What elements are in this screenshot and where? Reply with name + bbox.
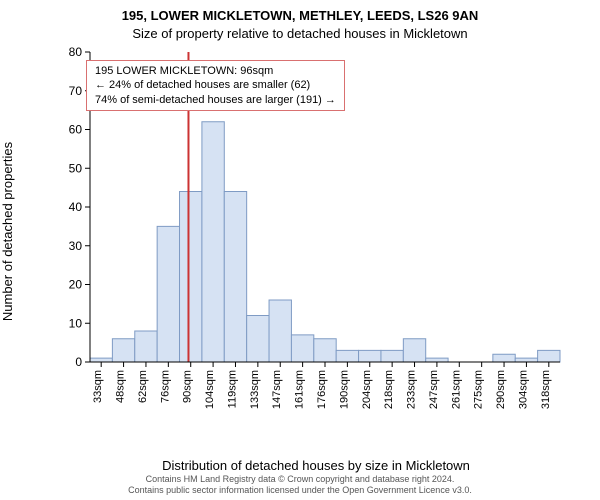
chart-container: 195, LOWER MICKLETOWN, METHLEY, LEEDS, L…: [0, 0, 600, 500]
x-tick-label: 119sqm: [226, 370, 238, 408]
histogram-bar: [269, 300, 291, 362]
x-tick-label: 304sqm: [517, 370, 529, 409]
histogram-bar: [90, 358, 112, 362]
footer-line2: Contains public sector information licen…: [0, 485, 600, 496]
x-tick-label: 247sqm: [428, 370, 440, 409]
x-tick-label: 275sqm: [473, 370, 485, 409]
y-tick-label: 50: [69, 161, 83, 175]
x-tick-label: 133sqm: [249, 370, 261, 409]
x-tick-label: 33sqm: [92, 370, 104, 403]
annotation-line3: 74% of semi-detached houses are larger (…: [95, 93, 336, 107]
y-tick-label: 30: [69, 239, 83, 253]
x-tick-label: 204sqm: [361, 370, 373, 409]
x-tick-label: 261sqm: [450, 370, 462, 409]
y-tick-label: 70: [69, 84, 83, 98]
annotation-line2: ← 24% of detached houses are smaller (62…: [95, 78, 336, 92]
footer: Contains HM Land Registry data © Crown c…: [0, 474, 600, 496]
x-tick-label: 318sqm: [540, 370, 552, 409]
x-tick-label: 190sqm: [338, 370, 350, 409]
histogram-bar: [157, 226, 179, 362]
y-axis-label-text: Number of detached properties: [1, 141, 16, 320]
histogram-bar: [291, 335, 313, 362]
annotation-box: 195 LOWER MICKLETOWN: 96sqm ← 24% of det…: [86, 60, 345, 111]
x-tick-label: 90sqm: [182, 370, 194, 403]
histogram-bar: [538, 350, 560, 362]
x-tick-label: 104sqm: [204, 370, 216, 409]
title-line2: Size of property relative to detached ho…: [0, 26, 600, 41]
histogram-bar: [135, 331, 157, 362]
histogram-bar: [359, 350, 381, 362]
histogram-bar: [493, 354, 515, 362]
y-tick-label: 80: [69, 46, 83, 59]
y-tick-label: 40: [69, 200, 83, 214]
x-tick-label: 290sqm: [495, 370, 507, 409]
y-tick-label: 10: [69, 316, 83, 330]
x-tick-label: 48sqm: [115, 370, 127, 403]
annotation-line1: 195 LOWER MICKLETOWN: 96sqm: [95, 64, 336, 78]
histogram-bar: [515, 358, 537, 362]
x-tick-label: 76sqm: [159, 370, 171, 403]
histogram-bar: [247, 316, 269, 363]
histogram-bar: [314, 339, 336, 362]
x-tick-label: 233sqm: [406, 370, 418, 409]
x-tick-label: 62sqm: [137, 370, 149, 403]
x-tick-label: 147sqm: [271, 370, 283, 409]
x-tick-label: 218sqm: [383, 370, 395, 409]
histogram-bar: [426, 358, 448, 362]
title-line1: 195, LOWER MICKLETOWN, METHLEY, LEEDS, L…: [0, 8, 600, 23]
histogram-bar: [202, 122, 224, 362]
footer-line1: Contains HM Land Registry data © Crown c…: [0, 474, 600, 485]
histogram-bar: [336, 350, 358, 362]
histogram-bar: [180, 192, 202, 363]
y-tick-label: 0: [75, 355, 82, 369]
y-tick-label: 60: [69, 123, 83, 137]
x-tick-label: 161sqm: [294, 370, 306, 409]
histogram-bar: [403, 339, 425, 362]
y-tick-label: 20: [69, 278, 83, 292]
histogram-bar: [224, 192, 246, 363]
histogram-bar: [112, 339, 134, 362]
histogram-bar: [381, 350, 403, 362]
y-axis-label: Number of detached properties: [0, 46, 18, 416]
x-axis-label: Distribution of detached houses by size …: [62, 458, 570, 473]
x-tick-label: 176sqm: [316, 370, 328, 409]
